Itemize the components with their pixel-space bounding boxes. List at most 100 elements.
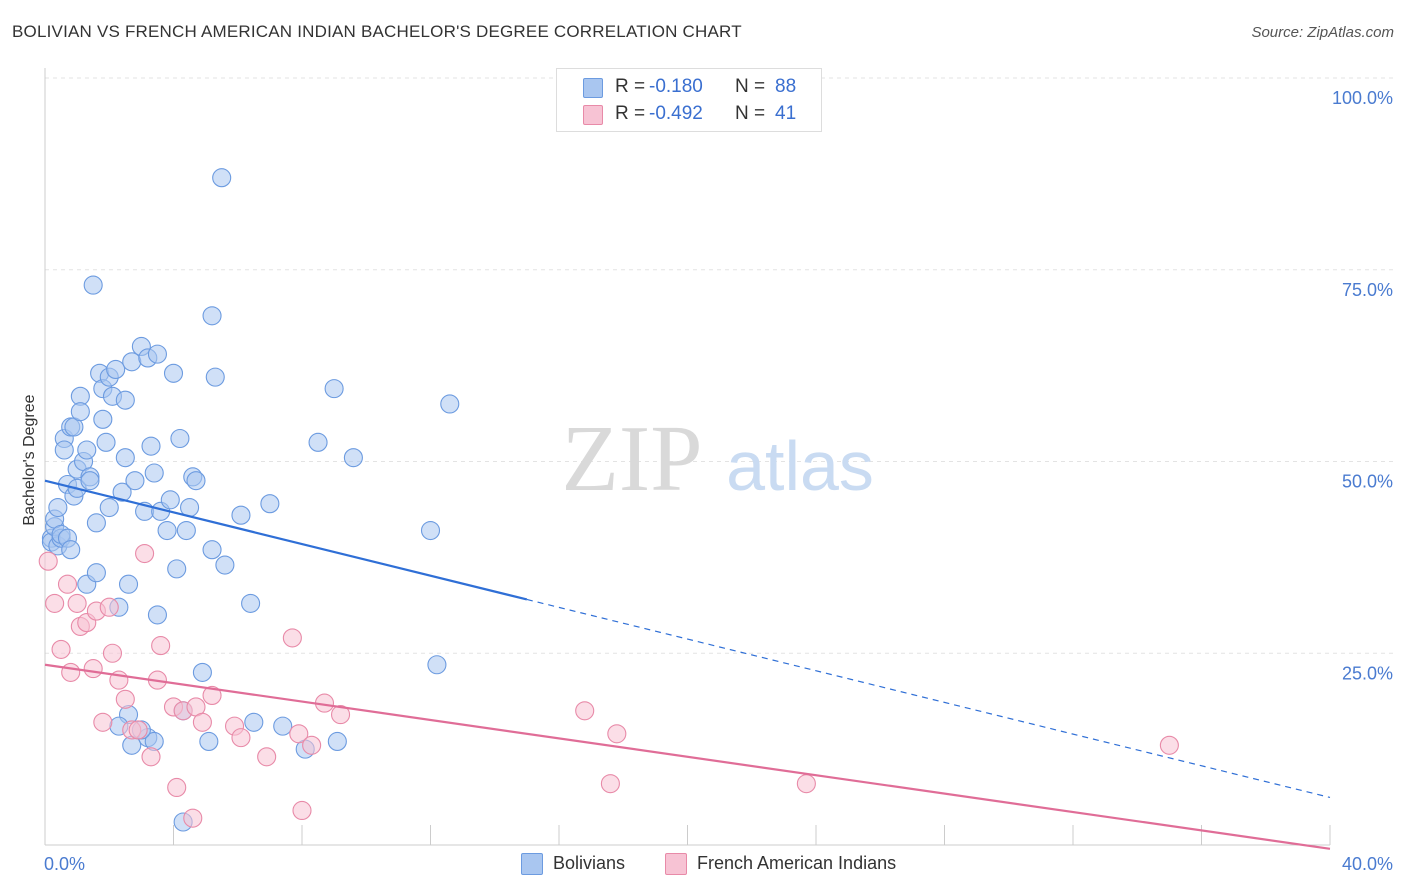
- point-french-american-indians: [231, 728, 251, 748]
- point-bolivians: [244, 712, 264, 732]
- point-bolivians: [202, 540, 222, 560]
- trend-line-bolivians: [44, 479, 528, 601]
- point-bolivians: [202, 306, 222, 326]
- point-french-american-indians: [61, 662, 81, 682]
- legend-n-value: 88: [775, 76, 797, 97]
- point-bolivians: [420, 520, 441, 541]
- legend-n-label: N =: [735, 76, 766, 97]
- legend-row-bolivians: R = -0.180 N = 88: [557, 74, 821, 100]
- y-tick-label: 100.0%: [1332, 88, 1393, 108]
- point-bolivians: [260, 494, 280, 514]
- point-bolivians: [241, 593, 261, 613]
- point-bolivians: [163, 363, 184, 383]
- chart-source: Source: ZipAtlas.com: [1251, 24, 1394, 41]
- point-bolivians: [86, 563, 106, 583]
- x-tick-labels: 0.0% 40.0%: [44, 854, 1393, 874]
- legend-n-label: N =: [735, 103, 766, 124]
- point-bolivians: [170, 428, 190, 449]
- point-french-american-indians: [257, 747, 277, 767]
- point-bolivians: [147, 344, 167, 364]
- point-french-american-indians: [202, 685, 222, 705]
- legend-swatch-french-american-indians: [583, 105, 603, 125]
- point-french-american-indians: [282, 628, 302, 648]
- point-french-american-indians: [292, 800, 312, 821]
- point-bolivians: [118, 574, 139, 594]
- point-french-american-indians: [607, 724, 627, 744]
- point-bolivians: [77, 440, 97, 460]
- point-bolivians: [308, 432, 328, 452]
- watermark-zip: ZIP: [562, 407, 703, 511]
- point-french-american-indians: [302, 735, 322, 755]
- point-bolivians: [144, 463, 164, 483]
- legend-n-value: 41: [775, 103, 797, 124]
- y-tick-label: 25.0%: [1342, 663, 1393, 683]
- point-bolivians: [160, 490, 180, 510]
- point-bolivians: [192, 662, 212, 682]
- legend-r-value: -0.492: [649, 103, 703, 124]
- watermark: ZIP atlas: [562, 407, 874, 511]
- point-bolivians: [115, 448, 135, 468]
- point-bolivians: [141, 436, 161, 456]
- point-french-american-indians: [167, 777, 187, 798]
- point-bolivians: [215, 555, 235, 575]
- point-french-american-indians: [289, 724, 309, 744]
- chart-title: BOLIVIAN VS FRENCH AMERICAN INDIAN BACHE…: [12, 22, 742, 41]
- y-axis-label: Bachelor's Degree: [21, 394, 38, 525]
- point-french-american-indians: [45, 593, 65, 613]
- point-french-american-indians: [93, 712, 113, 732]
- point-bolivians: [48, 497, 68, 518]
- point-bolivians: [115, 390, 135, 410]
- point-french-american-indians: [141, 747, 161, 767]
- point-bolivians: [112, 482, 132, 502]
- point-french-american-indians: [99, 597, 119, 617]
- bottom-legend-swatch-bolivians: [521, 853, 543, 875]
- point-bolivians: [93, 409, 113, 429]
- y-tick-label: 75.0%: [1342, 280, 1393, 300]
- point-french-american-indians: [575, 701, 595, 721]
- point-bolivians: [80, 471, 100, 491]
- point-bolivians: [176, 520, 196, 541]
- legend-row-french-american-indians: R = -0.492 N = 41: [557, 101, 821, 127]
- point-french-american-indians: [192, 712, 212, 732]
- trend-line-french-american-indians: [44, 663, 1331, 850]
- data-points: [38, 168, 1179, 832]
- point-bolivians: [99, 497, 119, 518]
- point-bolivians: [70, 402, 90, 422]
- trend-line-bolivians-projection: [526, 598, 1331, 799]
- x-tick-label: 0.0%: [44, 854, 85, 874]
- point-bolivians: [205, 367, 225, 387]
- point-french-american-indians: [600, 774, 620, 794]
- y-tick-label: 50.0%: [1342, 472, 1393, 492]
- point-bolivians: [61, 540, 81, 560]
- point-french-american-indians: [135, 543, 155, 564]
- point-bolivians: [273, 716, 293, 736]
- x-tick-label: 40.0%: [1342, 854, 1393, 874]
- point-bolivians: [212, 168, 232, 188]
- watermark-atlas: atlas: [726, 427, 874, 505]
- point-bolivians: [86, 513, 106, 533]
- legend-r-value: -0.180: [649, 76, 703, 97]
- point-bolivians: [125, 471, 145, 491]
- bottom-legend-label: French American Indians: [697, 853, 897, 873]
- point-bolivians: [343, 448, 363, 468]
- point-bolivians: [199, 731, 219, 752]
- point-bolivians: [106, 359, 126, 380]
- legend-r-label: R =: [615, 76, 646, 97]
- point-bolivians: [440, 394, 460, 414]
- point-french-american-indians: [183, 808, 203, 828]
- point-bolivians: [54, 440, 74, 460]
- y-tick-labels: 25.0% 50.0% 75.0% 100.0%: [1332, 88, 1393, 683]
- point-bolivians: [157, 520, 177, 541]
- point-french-american-indians: [83, 659, 103, 679]
- point-bolivians: [147, 605, 167, 625]
- point-french-american-indians: [151, 636, 171, 656]
- point-french-american-indians: [57, 574, 78, 594]
- point-bolivians: [427, 655, 447, 675]
- point-bolivians: [186, 471, 206, 491]
- bottom-legend-label: Bolivians: [553, 853, 626, 873]
- point-french-american-indians: [115, 689, 135, 709]
- trend-lines: [44, 479, 1331, 850]
- point-french-american-indians: [330, 705, 351, 725]
- point-bolivians: [324, 379, 344, 399]
